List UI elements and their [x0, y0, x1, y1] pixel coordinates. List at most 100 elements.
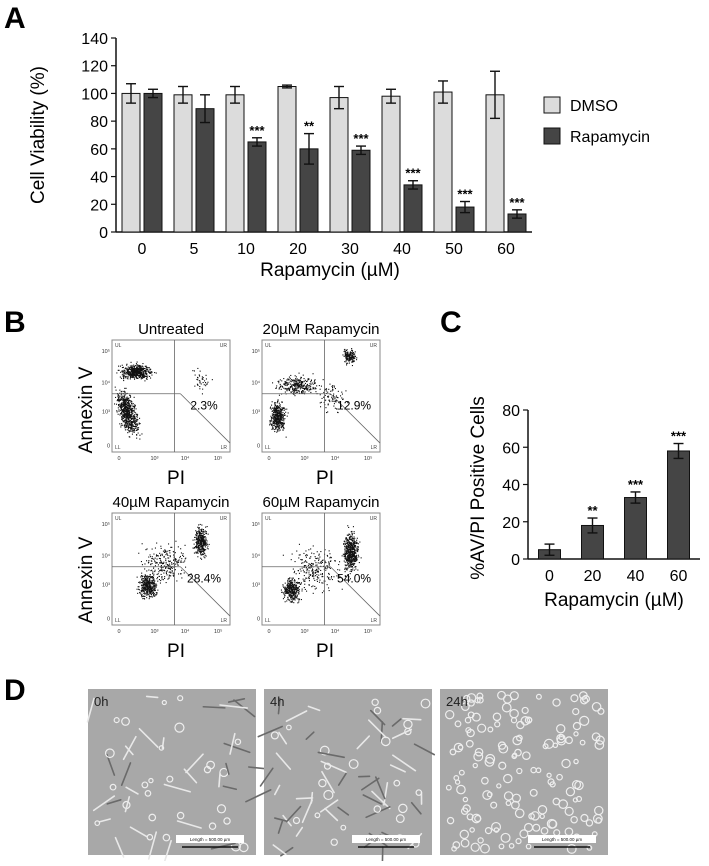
flow-event-dot: [315, 575, 316, 576]
flow-event-dot: [205, 537, 206, 538]
flow-event-dot: [309, 567, 310, 568]
chart-a-significance-label: ***: [249, 123, 265, 138]
flow-event-dot: [278, 416, 279, 417]
flow-event-dot: [359, 542, 360, 543]
flow-event-dot: [351, 350, 352, 351]
panel-letter-c: C: [440, 306, 462, 339]
flow-event-dot: [273, 421, 274, 422]
flow-event-dot: [146, 594, 147, 595]
flow-event-dot: [199, 376, 200, 377]
flow-event-dot: [328, 404, 329, 405]
flow-event-dot: [173, 555, 174, 556]
flow-event-dot: [306, 572, 307, 573]
flow-event-dot: [123, 391, 124, 392]
flow-event-dot: [347, 542, 348, 543]
flow-event-dot: [337, 569, 338, 570]
flow-event-dot: [280, 423, 281, 424]
flow-event-dot: [342, 394, 343, 395]
flow-event-dot: [143, 593, 144, 594]
flow-event-dot: [344, 543, 345, 544]
flow-event-dot: [296, 597, 297, 598]
flow-event-dot: [126, 423, 127, 424]
flow-event-dot: [344, 546, 345, 547]
flow-event-dot: [361, 557, 362, 558]
flow-event-dot: [352, 353, 353, 354]
flow-event-dot: [124, 427, 125, 428]
flow-event-dot: [284, 597, 285, 598]
flow-event-dot: [127, 368, 128, 369]
flow-event-dot: [140, 375, 141, 376]
flow-event-dot: [131, 418, 132, 419]
flow-event-dot: [279, 411, 280, 412]
flow-event-dot: [291, 385, 292, 386]
flow-event-dot: [204, 380, 205, 381]
flow-event-dot: [132, 413, 133, 414]
flow-percent-label: 2.3%: [190, 398, 218, 412]
flow-event-dot: [138, 371, 139, 372]
flow-event-dot: [139, 424, 140, 425]
flow-event-dot: [127, 402, 128, 403]
flow-event-dot: [355, 569, 356, 570]
flow-event-dot: [204, 531, 205, 532]
flow-event-dot: [196, 532, 197, 533]
flow-event-dot: [293, 602, 294, 603]
flow-event-dot: [175, 552, 176, 553]
flow-event-dot: [296, 386, 297, 387]
flow-event-dot: [292, 582, 293, 583]
flow-event-dot: [274, 423, 275, 424]
flow-event-dot: [130, 425, 131, 426]
flow-event-dot: [346, 569, 347, 570]
flow-event-dot: [348, 361, 349, 362]
flow-event-dot: [353, 542, 354, 543]
flow-event-dot: [146, 367, 147, 368]
flow-event-dot: [295, 378, 296, 379]
chart-a-xtick-label: 20: [289, 241, 307, 258]
flow-event-dot: [310, 389, 311, 390]
flow-event-dot: [141, 579, 142, 580]
flow-event-dot: [197, 553, 198, 554]
flow-event-dot: [303, 391, 304, 392]
flow-event-dot: [352, 351, 353, 352]
flow-event-dot: [134, 410, 135, 411]
flow-event-dot: [126, 407, 127, 408]
flow-event-dot: [141, 367, 142, 368]
flow-event-dot: [129, 395, 130, 396]
flow-event-dot: [276, 385, 277, 386]
flow-event-dot: [180, 548, 181, 549]
flow-event-dot: [195, 552, 196, 553]
flow-event-dot: [164, 556, 165, 557]
flow-event-dot: [135, 426, 136, 427]
flow-event-dot: [203, 549, 204, 550]
flow-event-dot: [202, 393, 203, 394]
flow-event-dot: [136, 371, 137, 372]
flow-event-dot: [302, 568, 303, 569]
flow-event-dot: [127, 370, 128, 371]
flow-event-dot: [285, 385, 286, 386]
flow-event-dot: [351, 552, 352, 553]
chart-a-ytick-label: 100: [81, 86, 108, 103]
flow-event-dot: [315, 387, 316, 388]
flow-event-dot: [144, 598, 145, 599]
flow-event-dot: [126, 374, 127, 375]
flow-event-dot: [192, 370, 193, 371]
flow-event-dot: [313, 384, 314, 385]
flow-event-dot: [121, 391, 122, 392]
flow-event-dot: [185, 558, 186, 559]
flow-event-dot: [301, 377, 302, 378]
chart-a-bar: [226, 95, 244, 232]
flow-event-dot: [121, 405, 122, 406]
flow-event-dot: [304, 584, 305, 585]
flow-event-dot: [278, 422, 279, 423]
flow-event-dot: [294, 386, 295, 387]
flow-event-dot: [202, 551, 203, 552]
flow-plot-title: 40µM Rapamycin: [112, 494, 229, 511]
flow-event-dot: [283, 418, 284, 419]
flow-event-dot: [344, 554, 345, 555]
flow-event-dot: [353, 538, 354, 539]
flow-event-dot: [142, 596, 143, 597]
flow-event-dot: [142, 543, 143, 544]
flow-event-dot: [270, 408, 271, 409]
flow-event-dot: [281, 414, 282, 415]
flow-event-dot: [123, 400, 124, 401]
